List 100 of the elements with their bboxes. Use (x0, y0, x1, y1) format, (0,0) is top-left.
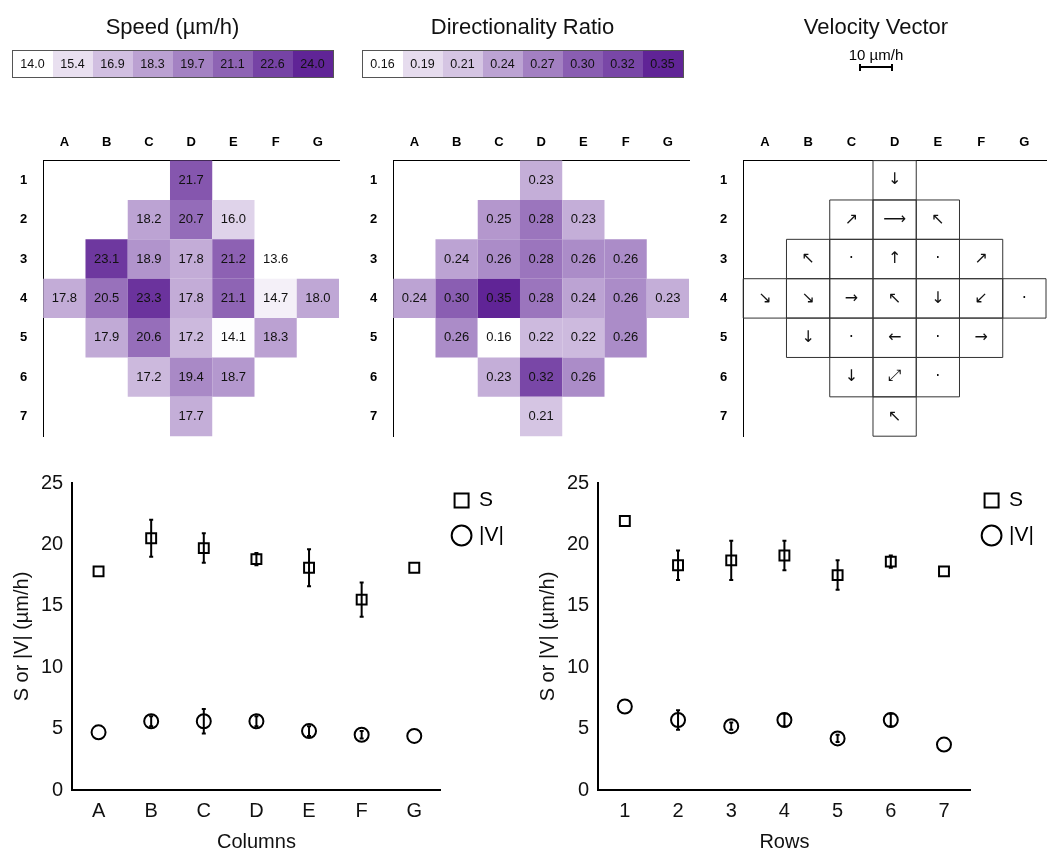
color-bar-label: 21.1 (212, 51, 253, 77)
data-label: 0.28 (528, 211, 554, 227)
data-label: 0.32 (528, 368, 554, 384)
x-axis-title: Columns (216, 829, 296, 852)
point (618, 515, 631, 528)
x-tick-label: E (579, 134, 589, 150)
x-tick-label: C (846, 134, 857, 150)
x-tick-label: E (302, 798, 316, 821)
x-tick-label: 5 (832, 798, 844, 821)
y-tick-label: 15 (41, 593, 64, 616)
point (90, 724, 107, 741)
data-label: 21.1 (220, 289, 247, 305)
data-label: 0.35 (486, 289, 512, 305)
data-label: 0.26 (612, 289, 639, 305)
text: ↗ (974, 248, 988, 268)
text: ↖ (801, 248, 815, 268)
text: ↖ (887, 287, 902, 307)
x-tick-label: G (662, 134, 673, 150)
text: · (935, 366, 941, 386)
color-bar-label: 24.0 (292, 51, 333, 77)
x-tick-label: C (144, 134, 155, 150)
chart-title: Velocity Vector (802, 14, 950, 40)
legend-label: S (479, 487, 494, 511)
x-tick-label: F (355, 798, 368, 821)
y-tick-label: 7 (720, 408, 728, 424)
data-label: 17.9 (93, 329, 120, 345)
data-label: 0.26 (570, 368, 597, 384)
color-bar-label: 15.4 (52, 51, 93, 77)
x-tick-label: D (249, 798, 264, 821)
x-tick-label: A (59, 134, 70, 150)
data-label: 0.26 (443, 329, 470, 345)
legend-label: |V| (479, 522, 504, 546)
y-axis-title: S or |V| (µm/h) (535, 571, 558, 702)
x-tick-label: G (1019, 134, 1030, 150)
y-axis-title: S or |V| (µm/h) (9, 571, 32, 702)
y-tick-label: 25 (567, 470, 590, 493)
x-tick-label: 6 (885, 798, 897, 821)
x-tick-label: B (803, 134, 813, 150)
data-label: 18.0 (305, 289, 331, 305)
y-tick-label: 5 (52, 716, 64, 739)
data-label: 17.2 (178, 329, 204, 345)
point (616, 698, 633, 715)
x-tick-label: D (889, 134, 900, 150)
text: ↓ (887, 169, 902, 189)
data-label: 14.1 (220, 329, 247, 345)
y-tick-label: 1 (20, 171, 28, 187)
legend-label: S (1009, 487, 1024, 511)
text: · (935, 326, 941, 346)
y-tick-label: 5 (20, 329, 28, 345)
color-bar-label: 0.19 (402, 51, 443, 77)
data-label: 18.9 (136, 250, 162, 266)
text: ↓ (801, 326, 815, 346)
x-tick-label: B (101, 134, 112, 150)
text: ← (887, 326, 902, 346)
color-bar-label: 0.30 (562, 51, 603, 77)
y-tick-label: 20 (567, 531, 590, 554)
data-label: 18.2 (136, 211, 162, 227)
data-label: 0.23 (528, 171, 554, 187)
x-tick-label: F (271, 134, 280, 150)
text: ↖ (887, 405, 902, 425)
y-tick-label: 3 (720, 250, 728, 266)
data-label: 16.0 (220, 211, 247, 227)
data-label: 0.23 (570, 211, 597, 227)
y-tick-label: 3 (370, 250, 378, 266)
legend-label: |V| (1009, 522, 1034, 546)
y-tick-label: 25 (41, 470, 64, 493)
y-tick-label: 4 (20, 289, 28, 305)
data-label: 0.16 (486, 329, 512, 345)
data-label: 21.7 (178, 171, 204, 187)
text: ⤢ (888, 366, 902, 386)
data-label: 0.26 (486, 250, 512, 266)
x-tick-label: C (196, 798, 212, 821)
y-tick-label: 0 (578, 777, 590, 800)
x-tick-label: D (186, 134, 196, 150)
x-tick-label: C (494, 134, 505, 150)
data-label: 0.28 (528, 289, 554, 305)
data-label: 21.2 (220, 250, 247, 266)
x-tick-label: D (536, 134, 546, 150)
y-tick-label: 4 (720, 289, 728, 305)
data-label: 20.7 (178, 211, 204, 227)
data-label: 17.8 (51, 289, 78, 305)
text: ⟶ (883, 208, 907, 228)
color-bar-label: 0.16 (362, 51, 403, 77)
data-label: 14.7 (262, 289, 289, 305)
data-label: 0.24 (570, 289, 597, 305)
x-tick-label: E (229, 134, 239, 150)
y-tick-label: 10 (567, 654, 590, 677)
data-label: 0.22 (570, 329, 597, 345)
color-bar-label: 0.21 (442, 51, 483, 77)
data-label: 19.4 (178, 368, 204, 384)
y-tick-label: 2 (20, 211, 28, 227)
data-label: 18.7 (220, 368, 247, 384)
data-label: 13.6 (262, 250, 289, 266)
text: · (935, 248, 941, 268)
text: · (848, 326, 854, 346)
x-tick-label: A (91, 798, 106, 821)
x-tick-label: 2 (672, 798, 684, 821)
point (938, 565, 950, 578)
text: ↖ (931, 208, 945, 228)
y-tick-label: 20 (41, 531, 64, 554)
